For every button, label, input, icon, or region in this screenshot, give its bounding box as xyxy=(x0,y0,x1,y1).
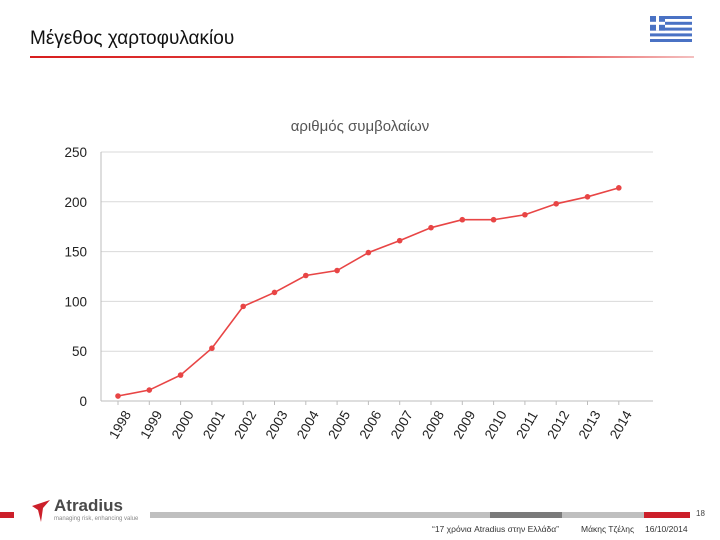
page-number: 18 xyxy=(696,509,705,518)
y-tick-label: 200 xyxy=(64,195,87,210)
data-point xyxy=(240,303,246,310)
logo-tagline: managing risk, enhancing value xyxy=(54,516,139,522)
x-tick-label: 2006 xyxy=(356,408,384,442)
x-tick-label: 2005 xyxy=(325,408,353,442)
logo-name: Atradius xyxy=(54,496,123,515)
data-point xyxy=(303,272,309,279)
y-tick-label: 50 xyxy=(72,344,87,359)
x-tick-label: 2009 xyxy=(450,408,478,442)
data-point xyxy=(271,289,278,296)
footer-presenter: Μάκης Τζέλης xyxy=(581,524,635,534)
data-point xyxy=(616,185,622,191)
series-line xyxy=(117,187,620,397)
x-tick-label: 1998 xyxy=(106,408,134,442)
footer-event: “17 χρόνια Atradius στην Ελλάδα” xyxy=(432,524,560,534)
x-tick-label: 2004 xyxy=(294,408,322,442)
footer-bar-segment xyxy=(490,512,562,518)
footer-bar-segment xyxy=(644,512,690,518)
atradius-logo-mark-icon xyxy=(32,500,50,522)
x-tick-label: 2000 xyxy=(169,408,197,442)
title-divider xyxy=(30,56,694,58)
footer-bar-segment xyxy=(562,512,644,518)
data-point xyxy=(146,387,153,393)
x-tick-label: 2003 xyxy=(263,408,291,442)
data-point xyxy=(522,211,528,218)
data-point xyxy=(459,216,466,223)
x-tick-label: 2008 xyxy=(419,408,447,442)
footer-date: 16/10/2014 xyxy=(645,524,688,534)
y-tick-label: 250 xyxy=(64,145,87,160)
line-chart: αριθμός συμβολαίων 0 50 100 150 200 250 1998 1… xyxy=(64,118,653,442)
chart-gridlines xyxy=(100,151,653,402)
x-tick-label: 2014 xyxy=(607,408,635,442)
chart-title: αριθμός συμβολαίων xyxy=(291,118,430,135)
data-point xyxy=(584,194,591,200)
x-tick-label: 2001 xyxy=(200,408,228,442)
data-point xyxy=(209,345,215,352)
data-point xyxy=(428,224,434,231)
series-points xyxy=(115,185,622,399)
y-tick-label: 150 xyxy=(64,245,87,260)
atradius-logo: Atradius managing risk, enhancing value xyxy=(30,496,142,526)
x-axis-ticks: 1998 1999 2000 2001 2002 2003 2004 2005 2006 2007… xyxy=(106,401,635,442)
x-tick-label: 2012 xyxy=(544,408,572,442)
x-tick-label: 2007 xyxy=(388,408,416,442)
data-point xyxy=(365,249,372,256)
data-point xyxy=(115,393,121,399)
y-tick-label: 0 xyxy=(79,394,87,409)
x-tick-label: 2002 xyxy=(231,408,259,442)
data-point xyxy=(396,237,403,244)
data-point xyxy=(490,216,497,223)
y-axis-ticks: 0 50 100 150 200 250 xyxy=(64,145,87,409)
footer-bar-left xyxy=(0,512,14,518)
x-tick-label: 1999 xyxy=(137,408,165,442)
data-point xyxy=(334,267,340,274)
greek-flag-icon xyxy=(650,16,692,42)
x-tick-label: 2011 xyxy=(513,408,541,441)
x-tick-label: 2013 xyxy=(576,408,604,442)
data-point xyxy=(553,200,559,207)
page-title: Μέγεθος χαρτοφυλακίου xyxy=(30,28,235,49)
data-point xyxy=(177,372,184,378)
y-tick-label: 100 xyxy=(64,294,87,309)
footer-bar-segment xyxy=(150,512,490,518)
x-tick-label: 2010 xyxy=(482,408,510,442)
